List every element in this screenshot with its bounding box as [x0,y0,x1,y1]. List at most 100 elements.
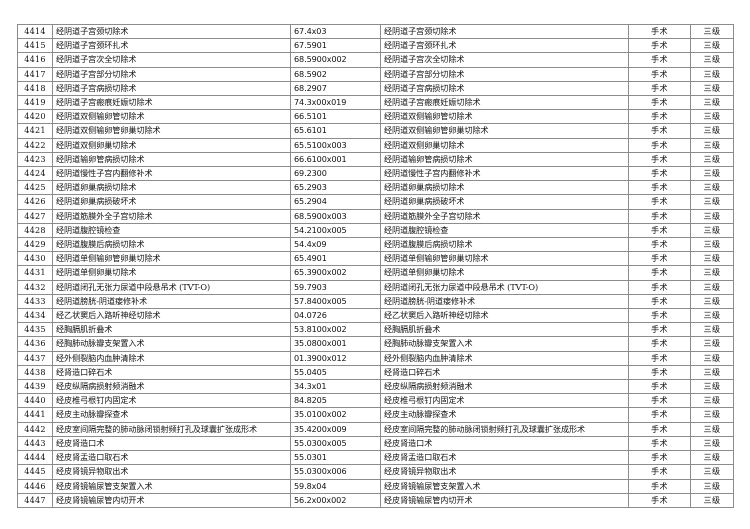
procedure-name: 经阴道闭孔无张力尿道中段悬吊术 (TVT-O) [52,279,291,295]
procedure-code: 54.2100x005 [290,222,381,239]
procedure-code: 66.6100x001 [290,151,381,168]
procedure-name: 经阴道双侧输卵管切除术 [52,109,291,125]
procedure-name: 经皮肾镜异物取出术 [52,464,291,480]
procedure-type: 手术 [628,350,691,366]
procedure-type: 手术 [628,435,691,452]
procedure-level: 三级 [690,52,734,68]
procedure-name: 经皮肾镜输尿管支架置入术 [52,478,291,494]
procedure-catalogue-table: 4414 经阴道子宫颈切除术 67.4x03 经阴道子宫颈切除术 手术 三级 4415 经阴道… [17,23,734,508]
procedure-name: 经皮肾镜输尿管内切开术 [52,492,291,508]
procedure-type: 手术 [628,364,691,381]
procedure-code: 59.8x04 [290,478,381,494]
sequence-number: 4441 [17,407,53,423]
procedure-level: 三级 [690,322,734,338]
sequence-number: 4447 [17,492,53,508]
procedure-name: 经阴道筋膜外全子宫切除术 [52,208,291,224]
procedure-name-secondary: 经皮椎弓根钉内固定术 [380,393,629,409]
sequence-number: 4444 [17,450,53,466]
procedure-type: 手术 [628,464,691,480]
procedure-code: 55.0300x006 [290,464,381,480]
procedure-type: 手术 [628,492,691,508]
procedure-name-secondary: 经胸肺动脉瓣支架置入术 [380,336,629,352]
procedure-name-secondary: 经阴道单侧卵巢切除术 [380,265,629,281]
procedure-code: 68.5902 [290,66,381,82]
table-row: 4420 经阴道双侧输卵管切除术 66.5101 经阴道双侧输卵管切除术 手术 三级 [17,109,734,125]
procedure-level: 三级 [690,265,734,281]
procedure-code: 55.0405 [290,364,381,381]
sequence-number: 4443 [17,435,53,452]
procedure-type: 手术 [628,208,691,224]
procedure-level: 三级 [690,279,734,295]
procedure-level: 三级 [690,166,734,182]
procedure-name: 经皮室间隔完整的肺动脉闭锁射频打孔及球囊扩张成形术 [52,421,291,437]
procedure-level: 三级 [690,180,734,196]
procedure-type: 手术 [628,379,691,395]
procedure-name-secondary: 经皮肾镜输尿管内切开术 [380,492,629,508]
procedure-name-secondary: 经阴道子宫病损切除术 [380,80,629,97]
procedure-type: 手术 [628,237,691,253]
procedure-code: 69.2300 [290,166,381,182]
procedure-type: 手术 [628,151,691,168]
procedure-code: 65.2904 [290,194,381,210]
table-row: 4442 经皮室间隔完整的肺动脉闭锁射频打孔及球囊扩张成形术 35.4200x009… [17,421,734,437]
procedure-name: 经皮肾造口术 [52,435,291,452]
procedure-name: 经皮主动脉瓣探查术 [52,407,291,423]
procedure-name: 经阴道子宫颈切除术 [52,23,291,40]
procedure-level: 三级 [690,421,734,437]
procedure-name-secondary: 经皮主动脉瓣探查术 [380,407,629,423]
procedure-name-secondary: 经阴道子宫瘢痕妊娠切除术 [380,95,629,111]
sequence-number: 4415 [17,38,53,54]
procedure-name-secondary: 经阴道腹腔镜检查 [380,222,629,239]
procedure-name: 经阴道单侧输卵管卵巢切除术 [52,251,291,267]
table-row: 4447 经皮肾镜输尿管内切开术 56.2x00x002 经皮肾镜输尿管内切开术 手术三… [17,492,734,508]
procedure-type: 手术 [628,180,691,196]
table-row: 4446 经皮肾镜输尿管支架置入术 59.8x04 经皮肾镜输尿管支架置入术 手术 三级 [17,478,734,494]
procedure-name: 经阴道子宫病损切除术 [52,80,291,97]
procedure-level: 三级 [690,293,734,310]
procedure-type: 手术 [628,322,691,338]
procedure-name-secondary: 经阴道输卵管病损切除术 [380,151,629,168]
procedure-name: 经阴道子宫颈环扎术 [52,38,291,54]
sequence-number: 4424 [17,166,53,182]
procedure-name: 经阴道膀胱-阴道瘘修补术 [52,293,291,310]
procedure-name-secondary: 经阴道双侧输卵管切除术 [380,109,629,125]
table-row: 4425 经阴道卵巢病损切除术 65.2903 经阴道卵巢病损切除术 手术 三级 [17,180,734,196]
procedure-name: 经皮纵隔病损射频消融术 [52,379,291,395]
procedure-code: 54.4x09 [290,237,381,253]
procedure-type: 手术 [628,80,691,97]
procedure-type: 手术 [628,336,691,352]
procedure-name: 经阴道单侧卵巢切除术 [52,265,291,281]
procedure-type: 手术 [628,123,691,139]
table-body: 4414 经阴道子宫颈切除术 67.4x03 经阴道子宫颈切除术 手术 三级 4415 经阴道… [17,23,734,508]
procedure-code: 66.5101 [290,109,381,125]
procedure-type: 手术 [628,166,691,182]
procedure-type: 手术 [628,251,691,267]
procedure-level: 三级 [690,80,734,97]
table-row: 4445 经皮肾镜异物取出术 55.0300x006 经皮肾镜异物取出术 手术 三级 [17,464,734,480]
sequence-number: 4421 [17,123,53,139]
sequence-number: 4419 [17,95,53,111]
procedure-type: 手术 [628,265,691,281]
procedure-code: 65.4901 [290,251,381,267]
procedure-name-secondary: 经乙状窦后入路听神经切除术 [380,308,629,324]
table-row: 4433 经阴道膀胱-阴道瘘修补术 57.8400x005 经阴道膀胱-阴道瘘修补术手… [17,293,734,310]
procedure-name-secondary: 经阴道闭孔无张力尿道中段悬吊术 (TVT-O) [380,279,629,295]
procedure-code: 35.4200x009 [290,421,381,437]
procedure-name: 经阴道输卵管病损切除术 [52,151,291,168]
procedure-level: 三级 [690,137,734,153]
procedure-level: 三级 [690,336,734,352]
procedure-name-secondary: 经阴道慢性子宫内翻修补术 [380,166,629,182]
procedure-level: 三级 [690,492,734,508]
table-row: 4441 经皮主动脉瓣探查术 35.0100x002 经皮主动脉瓣探查术 手术 三级 [17,407,734,423]
procedure-code: 34.3x01 [290,379,381,395]
procedure-name: 经阴道卵巢病损切除术 [52,180,291,196]
procedure-level: 三级 [690,222,734,239]
procedure-level: 三级 [690,208,734,224]
procedure-code: 35.0800x001 [290,336,381,352]
procedure-type: 手术 [628,478,691,494]
procedure-name-secondary: 经皮室间隔完整的肺动脉闭锁射频打孔及球囊扩张成形术 [380,421,629,437]
procedure-code: 65.3900x002 [290,265,381,281]
procedure-type: 手术 [628,109,691,125]
procedure-level: 三级 [690,23,734,40]
table-row: 4423 经阴道输卵管病损切除术 66.6100x001 经阴道输卵管病损切除术 手术三… [17,151,734,168]
